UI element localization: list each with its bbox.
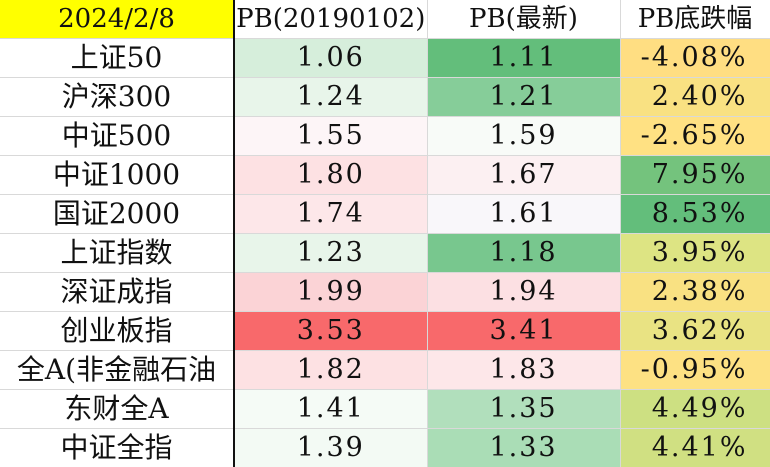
header-drop[interactable]: PB底跌幅 — [620, 0, 770, 39]
pb-base-cell[interactable]: 1.99 — [234, 273, 427, 312]
pb-base-cell[interactable]: 1.24 — [234, 78, 427, 117]
drop-cell[interactable]: 2.40% — [620, 78, 770, 117]
pb-latest-cell[interactable]: 1.33 — [427, 429, 620, 467]
drop-cell[interactable]: 3.62% — [620, 312, 770, 351]
index-name-cell[interactable]: 中证500 — [0, 117, 234, 156]
index-name-cell[interactable]: 上证指数 — [0, 234, 234, 273]
drop-cell[interactable]: 2.38% — [620, 273, 770, 312]
pb-latest-cell[interactable]: 1.35 — [427, 390, 620, 429]
pb-latest-cell[interactable]: 1.11 — [427, 39, 620, 78]
index-name-cell[interactable]: 上证50 — [0, 39, 234, 78]
index-name-cell[interactable]: 全A(非金融石油 — [0, 351, 234, 390]
pb-latest-cell[interactable]: 1.94 — [427, 273, 620, 312]
pb-base-cell[interactable]: 1.82 — [234, 351, 427, 390]
pb-base-cell[interactable]: 1.41 — [234, 390, 427, 429]
drop-cell[interactable]: -4.08% — [620, 39, 770, 78]
drop-cell[interactable]: -0.95% — [620, 351, 770, 390]
pb-latest-cell[interactable]: 1.83 — [427, 351, 620, 390]
date-cell[interactable]: 2024/2/8 — [0, 0, 234, 39]
index-name-cell[interactable]: 东财全A — [0, 390, 234, 429]
pb-base-cell[interactable]: 1.23 — [234, 234, 427, 273]
header-row: 2024/2/8 PB(20190102) PB(最新) PB底跌幅 — [0, 0, 770, 39]
pb-latest-cell[interactable]: 1.61 — [427, 195, 620, 234]
index-name-cell[interactable]: 中证全指 — [0, 429, 234, 467]
drop-cell[interactable]: 4.49% — [620, 390, 770, 429]
pb-base-cell[interactable]: 1.74 — [234, 195, 427, 234]
pb-base-cell[interactable]: 1.06 — [234, 39, 427, 78]
index-name-cell[interactable]: 中证1000 — [0, 156, 234, 195]
drop-cell[interactable]: 3.95% — [620, 234, 770, 273]
pb-base-cell[interactable]: 3.53 — [234, 312, 427, 351]
pb-latest-cell[interactable]: 3.41 — [427, 312, 620, 351]
index-name-cell[interactable]: 深证成指 — [0, 273, 234, 312]
header-pb-base[interactable]: PB(20190102) — [234, 0, 427, 39]
header-pb-latest[interactable]: PB(最新) — [427, 0, 620, 39]
pb-base-cell[interactable]: 1.55 — [234, 117, 427, 156]
pb-latest-cell[interactable]: 1.18 — [427, 234, 620, 273]
pb-latest-cell[interactable]: 1.67 — [427, 156, 620, 195]
index-name-cell[interactable]: 国证2000 — [0, 195, 234, 234]
drop-cell[interactable]: 4.41% — [620, 429, 770, 467]
drop-cell[interactable]: 8.53% — [620, 195, 770, 234]
drop-cell[interactable]: 7.95% — [620, 156, 770, 195]
index-name-cell[interactable]: 沪深300 — [0, 78, 234, 117]
index-name-cell[interactable]: 创业板指 — [0, 312, 234, 351]
pb-base-cell[interactable]: 1.80 — [234, 156, 427, 195]
pb-base-cell[interactable]: 1.39 — [234, 429, 427, 467]
drop-cell[interactable]: -2.65% — [620, 117, 770, 156]
pb-latest-cell[interactable]: 1.59 — [427, 117, 620, 156]
pb-latest-cell[interactable]: 1.21 — [427, 78, 620, 117]
